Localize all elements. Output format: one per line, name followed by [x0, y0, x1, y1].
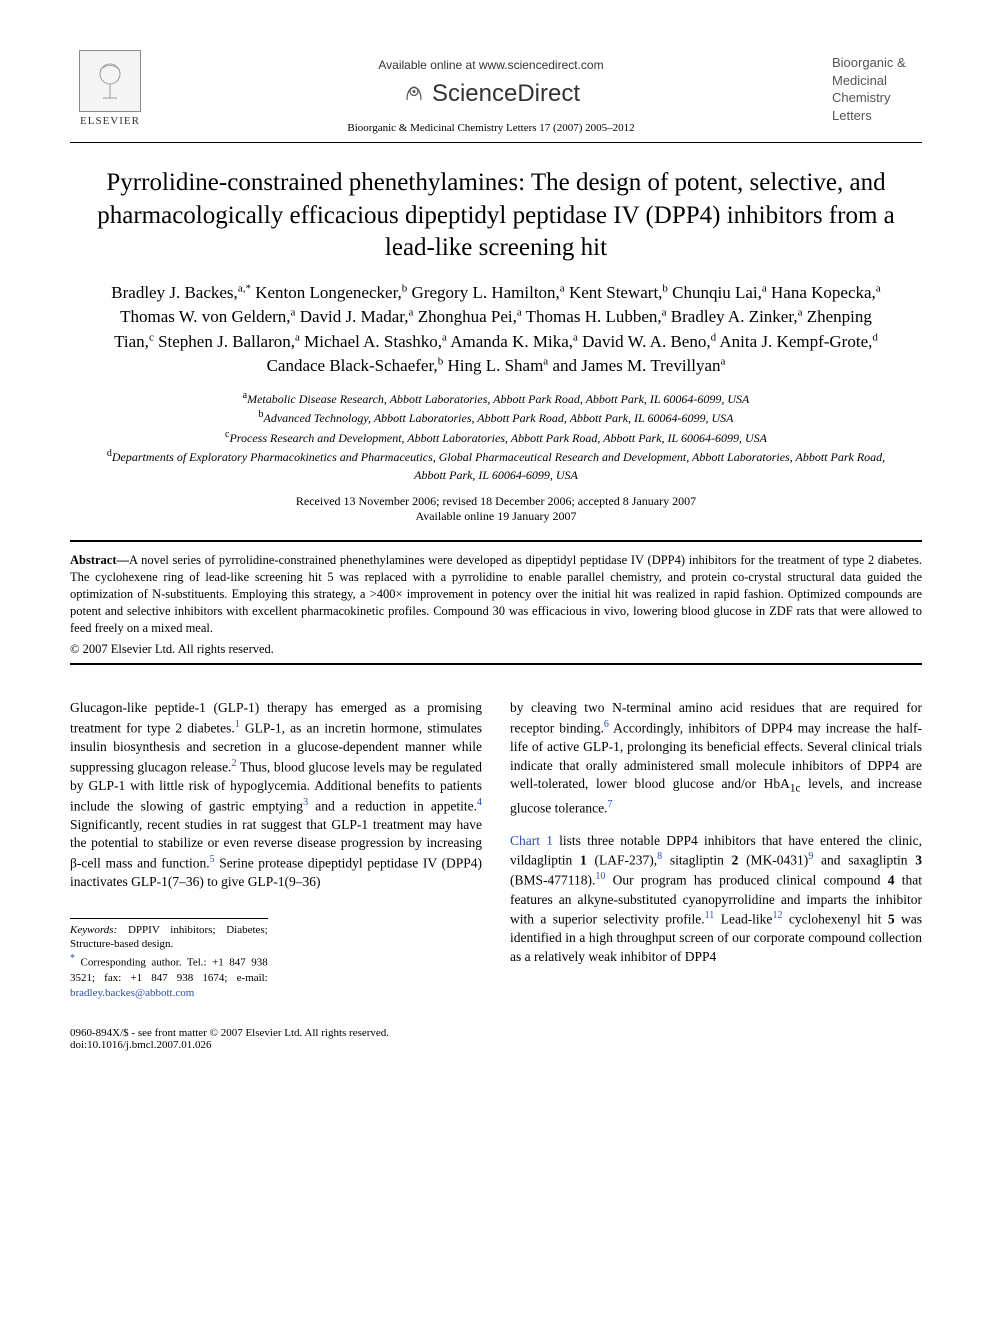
elsevier-label: ELSEVIER: [80, 115, 140, 127]
column-left: Glucagon-like peptide-1 (GLP-1) therapy …: [70, 699, 482, 1000]
footer: 0960-894X/$ - see front matter © 2007 El…: [70, 1027, 922, 1039]
body-columns: Glucagon-like peptide-1 (GLP-1) therapy …: [70, 699, 922, 1000]
sciencedirect-text: ScienceDirect: [432, 80, 580, 108]
doi: doi:10.1016/j.bmcl.2007.01.026: [70, 1039, 922, 1051]
journal-citation: Bioorganic & Medicinal Chemistry Letters…: [150, 122, 832, 134]
online-date: Available online 19 January 2007: [70, 509, 922, 524]
body-para-3: Chart 1 lists three notable DPP4 inhibit…: [510, 832, 922, 967]
copyright-line: © 2007 Elsevier Ltd. All rights reserved…: [70, 642, 922, 657]
column-right: by cleaving two N-terminal amino acid re…: [510, 699, 922, 1000]
footnotes: Keywords: DPPIV inhibitors; Diabetes; St…: [70, 918, 268, 1001]
affiliation-b: bAdvanced Technology, Abbott Laboratorie…: [90, 408, 902, 427]
author-email-link[interactable]: bradley.backes@abbott.com: [70, 987, 194, 999]
abstract-label: Abstract—: [70, 553, 129, 567]
article-dates: Received 13 November 2006; revised 18 De…: [70, 494, 922, 524]
body-para-2: by cleaving two N-terminal amino acid re…: [510, 699, 922, 817]
sciencedirect-brand: ScienceDirect: [150, 80, 832, 108]
divider-thick-2: [70, 663, 922, 665]
journal-cover-label: Bioorganic & Medicinal Chemistry Letters: [832, 50, 922, 124]
abstract: Abstract—A novel series of pyrrolidine-c…: [70, 552, 922, 636]
divider-thick: [70, 540, 922, 542]
affiliation-d: dDepartments of Exploratory Pharmacokine…: [90, 447, 902, 484]
corresponding-author: * Corresponding author. Tel.: +1 847 938…: [70, 952, 268, 1000]
body-para-1: Glucagon-like peptide-1 (GLP-1) therapy …: [70, 699, 482, 891]
abstract-text: A novel series of pyrrolidine-constraine…: [70, 553, 922, 635]
elsevier-tree-icon: [79, 50, 141, 112]
available-online-text: Available online at www.sciencedirect.co…: [150, 58, 832, 72]
keywords-label: Keywords:: [70, 924, 117, 936]
keywords-line: Keywords: DPPIV inhibitors; Diabetes; St…: [70, 923, 268, 953]
divider: [70, 142, 922, 143]
sciencedirect-icon: [402, 82, 426, 106]
affiliation-a: aMetabolic Disease Research, Abbott Labo…: [90, 389, 902, 408]
received-date: Received 13 November 2006; revised 18 De…: [70, 494, 922, 509]
center-header: Available online at www.sciencedirect.co…: [150, 50, 832, 134]
page-header: ELSEVIER Available online at www.science…: [70, 50, 922, 134]
authors-list: Bradley J. Backes,a,* Kenton Longenecker…: [110, 281, 882, 380]
affiliation-c: cProcess Research and Development, Abbot…: [90, 428, 902, 447]
footer-front-matter: 0960-894X/$ - see front matter © 2007 El…: [70, 1027, 389, 1039]
elsevier-logo: ELSEVIER: [70, 50, 150, 127]
affiliations: aMetabolic Disease Research, Abbott Labo…: [90, 389, 902, 484]
article-title: Pyrrolidine-constrained phenethylamines:…: [90, 167, 902, 265]
